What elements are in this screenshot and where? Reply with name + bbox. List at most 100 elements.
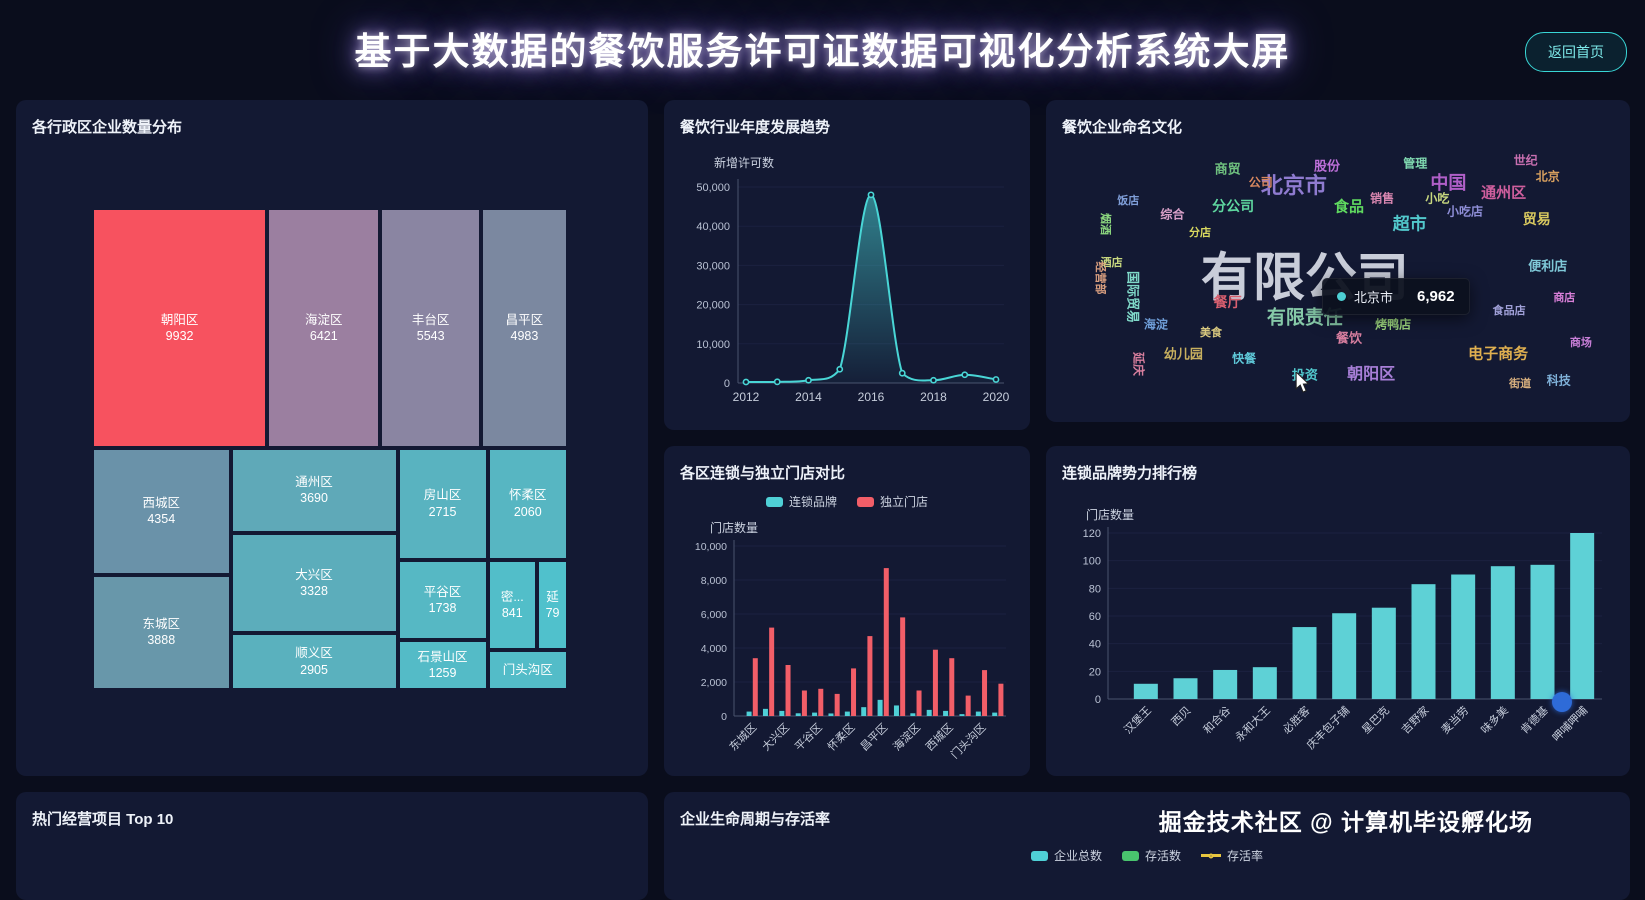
tooltip-label: 北京市: [1354, 290, 1394, 305]
legend-item[interactable]: 存活数: [1121, 847, 1181, 864]
legend-swatch-icon: [1030, 850, 1048, 861]
svg-text:0: 0: [721, 711, 727, 723]
treemap-cell[interactable]: 海淀区 6421: [267, 208, 381, 448]
wordcloud-word[interactable]: 超市: [1392, 214, 1427, 234]
svg-text:平谷区: 平谷区: [792, 721, 825, 754]
panel-title-trend: 餐饮行业年度发展趋势: [680, 119, 831, 136]
wordcloud-word[interactable]: 电子商务: [1468, 345, 1529, 363]
floating-widget[interactable]: [1552, 692, 1572, 712]
wordcloud-word[interactable]: 幼儿园: [1163, 346, 1203, 362]
svg-text:20,000: 20,000: [696, 300, 730, 312]
wordcloud-word[interactable]: 便利店: [1528, 258, 1568, 274]
wordcloud-word[interactable]: 管理: [1403, 156, 1428, 171]
wordcloud-word[interactable]: 烟酒: [1099, 213, 1112, 236]
wordcloud-word[interactable]: 分店: [1189, 227, 1211, 240]
wordcloud-word[interactable]: 公司: [1248, 175, 1273, 190]
wordcloud-word[interactable]: 贸易: [1522, 211, 1551, 228]
legend-item[interactable]: 独立门店: [857, 493, 928, 510]
wordcloud-word[interactable]: 饭店: [1117, 195, 1140, 208]
legend-swatch-icon: [1121, 850, 1139, 861]
treemap-cell[interactable]: 通州区 3690: [230, 447, 398, 533]
legend-swatch-icon: [1201, 853, 1221, 858]
panel-title-brands: 连锁品牌势力排行榜: [1062, 465, 1198, 482]
trend-chart[interactable]: 新增许可数 0 10,000 20,000 30,000 40,000 50,000 2012…: [680, 153, 1014, 434]
svg-text:西贝: 西贝: [1170, 705, 1194, 729]
svg-text:6,000: 6,000: [701, 609, 727, 621]
treemap-cell[interactable]: 延 79: [537, 559, 568, 650]
treemap-cell[interactable]: 昌平区 4983: [480, 208, 568, 448]
wordcloud-word[interactable]: 商贸: [1214, 161, 1241, 177]
legend-item[interactable]: 企业总数: [1030, 847, 1102, 864]
legend-item[interactable]: 连锁品牌: [765, 493, 837, 510]
svg-text:2014: 2014: [795, 390, 822, 404]
svg-text:40,000: 40,000: [696, 221, 730, 233]
wordcloud-word[interactable]: 小吃店: [1446, 204, 1483, 219]
treemap-cell[interactable]: 平谷区 1738: [397, 559, 488, 640]
wordcloud-word[interactable]: 餐厅: [1213, 294, 1242, 311]
wordcloud-word[interactable]: 烤鸭店: [1375, 317, 1412, 332]
wordcloud-word[interactable]: 酒店: [1100, 256, 1123, 269]
treemap-cell[interactable]: 大兴区 3328: [230, 532, 398, 634]
wordcloud-word[interactable]: 分公司: [1212, 197, 1255, 214]
treemap-cell[interactable]: 门头沟区: [487, 649, 568, 690]
svg-text:0: 0: [724, 378, 730, 390]
back-home-button[interactable]: 返回首页: [1525, 32, 1627, 72]
wordcloud-word[interactable]: 中国: [1430, 172, 1467, 193]
svg-text:120: 120: [1083, 528, 1101, 540]
svg-text:10,000: 10,000: [696, 339, 730, 351]
svg-text:大兴区: 大兴区: [759, 720, 792, 753]
wordcloud-word[interactable]: 世纪: [1513, 153, 1538, 168]
brand-chart[interactable]: 门店数量 0 20 40 60 80 100 120 汉堡王 西贝 和合谷 永和大王 必胜客 庆丰包子铺星…: [1062, 507, 1614, 780]
treemap-cell[interactable]: 丰台区 5543: [380, 208, 481, 448]
svg-text:20: 20: [1089, 666, 1101, 678]
treemap-chart[interactable]: 朝阳区 9932 海淀区 6421 丰台区 5543 昌平区 4983 西城区 4354 东城区 38…: [92, 208, 568, 690]
wordcloud-word[interactable]: 北京: [1535, 169, 1560, 184]
wordcloud-word[interactable]: 商店: [1553, 291, 1576, 304]
svg-text:100: 100: [1083, 556, 1101, 568]
wordcloud-word[interactable]: 美食: [1200, 326, 1223, 339]
svg-text:味多美: 味多美: [1478, 703, 1511, 736]
wordcloud-word[interactable]: 销售: [1370, 191, 1395, 206]
tooltip-marker-icon: [1337, 292, 1346, 301]
wordcloud-word[interactable]: 海淀: [1143, 317, 1168, 332]
wordcloud-word[interactable]: 快餐: [1232, 351, 1257, 366]
wordcloud-word[interactable]: 街道: [1509, 377, 1532, 390]
panel-title-lifecycle: 企业生命周期与存活率: [680, 811, 831, 828]
panel-hot-projects: 热门经营项目 Top 10: [16, 792, 648, 900]
panel-title-districts: 各行政区企业数量分布: [32, 119, 183, 136]
svg-text:星巴克: 星巴克: [1359, 704, 1392, 737]
treemap-cell[interactable]: 密... 841: [487, 559, 538, 650]
wordcloud-word[interactable]: 综合: [1160, 207, 1185, 222]
mouse-cursor-icon: [1295, 372, 1310, 393]
treemap-cell[interactable]: 西城区 4354: [92, 447, 231, 575]
treemap-cell[interactable]: 东城区 3888: [92, 574, 231, 690]
wordcloud-word[interactable]: 朝阳区: [1347, 365, 1396, 383]
treemap-cell[interactable]: 石景山区 1259: [397, 639, 488, 690]
wordcloud-word[interactable]: 股份: [1313, 158, 1340, 174]
wordcloud-word[interactable]: 食品: [1334, 198, 1365, 216]
svg-text:门店数量: 门店数量: [710, 520, 758, 535]
wordcloud-word[interactable]: 商场: [1569, 337, 1592, 350]
wordcloud-word[interactable]: 北京市: [1260, 173, 1327, 199]
treemap-cell[interactable]: 朝阳区 9932: [92, 208, 268, 448]
legend-label: 独立门店: [880, 495, 929, 509]
wordcloud-word[interactable]: 食品店: [1492, 305, 1526, 318]
panel-lifecycle: 企业生命周期与存活率 企业总数 存活数 存活率: [664, 792, 1630, 900]
wordcloud-word[interactable]: 通州区: [1481, 184, 1527, 202]
treemap-cell[interactable]: 房山区 2715: [397, 447, 488, 560]
compare-chart[interactable]: 门店数量 0 2,000 4,000 6,000 8,000 10,000 东城区 大兴区 平谷区…: [680, 518, 1014, 781]
svg-text:怀柔区: 怀柔区: [825, 721, 858, 754]
wordcloud-word[interactable]: 小吃: [1425, 191, 1450, 206]
treemap-cell[interactable]: 顺义区 2905: [230, 633, 398, 690]
treemap-cell[interactable]: 怀柔区 2060: [487, 447, 568, 560]
svg-text:8,000: 8,000: [701, 575, 727, 587]
wordcloud-word[interactable]: 国际贸易: [1125, 270, 1141, 323]
svg-text:永和大王: 永和大王: [1232, 703, 1273, 744]
legend-item[interactable]: 存活率: [1201, 847, 1263, 864]
wordcloud-word[interactable]: 经营部: [1093, 261, 1106, 295]
svg-text:汉堡王: 汉堡王: [1121, 703, 1154, 736]
wordcloud-word[interactable]: 餐饮: [1336, 330, 1363, 346]
wordcloud-word[interactable]: 延庆: [1131, 351, 1146, 376]
svg-text:门头沟区: 门头沟区: [948, 720, 989, 761]
wordcloud-word[interactable]: 科技: [1546, 373, 1571, 388]
